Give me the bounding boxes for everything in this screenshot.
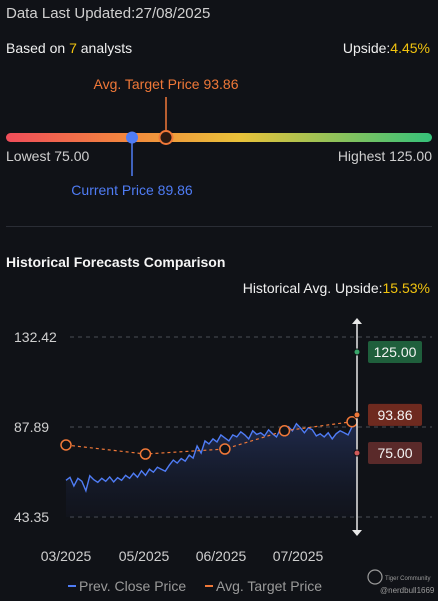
highest-label: Highest 125.00 <box>338 148 432 164</box>
crosshair-bottom-handle[interactable] <box>352 530 362 536</box>
end-marker-value: 93.86 <box>377 407 412 423</box>
end-marker-badge <box>368 340 422 363</box>
end-marker-dot <box>353 411 361 419</box>
analyst-count-text: Based on 7 analysts <box>6 40 132 56</box>
data-updated-text: Data Last Updated:27/08/2025 <box>6 5 210 22</box>
end-marker-value: 75.00 <box>377 445 412 461</box>
historical-upside-text: Historical Avg. Upside:15.53% <box>243 280 430 296</box>
target-point <box>139 448 152 460</box>
range-bar <box>6 133 432 142</box>
section-divider <box>6 226 432 227</box>
end-marker-dot <box>353 449 361 457</box>
x-tick-label: 07/2025 <box>273 548 324 564</box>
historical-forecast-chart: 132.42 87.89 43.35 03/2025 05/2025 06/2025 07/… <box>14 318 435 595</box>
upside-text: Upside:4.45% <box>343 40 430 56</box>
target-point <box>60 439 72 451</box>
upside-label: Upside: <box>342 40 391 56</box>
updated-label: Data Last Updated: <box>6 5 136 22</box>
end-marker-badge <box>368 442 422 465</box>
end-marker-badge <box>368 403 422 426</box>
target-point <box>278 425 291 437</box>
price-range-gauge: Avg. Target Price 93.86 Lowest 75.00 Hig… <box>6 76 432 198</box>
x-tick-label: 06/2025 <box>196 548 247 564</box>
end-marker-value: 125.00 <box>374 344 417 360</box>
watermark-user: @nerdbull1669 <box>380 586 435 595</box>
watermark-brand: Tiger Community <box>385 576 430 582</box>
analyst-count: 7 <box>69 40 77 56</box>
target-point <box>219 443 231 455</box>
prev-close-price-line <box>65 422 357 493</box>
x-tick-label: 03/2025 <box>41 548 92 564</box>
x-tick-label: 05/2025 <box>119 548 170 564</box>
target-point <box>346 415 358 428</box>
historical-title: Historical Forecasts Comparison <box>6 254 226 270</box>
avg-target-marker <box>158 130 174 145</box>
crosshair-top-handle[interactable] <box>352 318 362 324</box>
avg-target-label: Avg. Target Price 93.86 <box>93 76 238 92</box>
y-tick-label: 43.35 <box>14 509 49 525</box>
based-prefix: Based on <box>6 40 70 56</box>
updated-date: 27/08/2025 <box>135 5 211 22</box>
based-suffix: analysts <box>76 40 133 56</box>
historical-upside-label: Historical Avg. Upside: <box>242 280 383 296</box>
tiger-logo-icon <box>367 569 383 585</box>
legend-item[interactable]: Prev. Close Price <box>79 578 186 594</box>
historical-upside-value: 15.53% <box>382 280 430 296</box>
price-area-fill <box>66 423 356 517</box>
current-price-marker <box>126 131 138 144</box>
end-marker-dot <box>353 348 361 356</box>
y-tick-label: 132.42 <box>14 329 57 345</box>
upside-value: 4.45% <box>390 40 430 56</box>
tiger-community-watermark: Tiger Community @nerdbull1669 <box>367 569 435 595</box>
y-tick-label: 87.89 <box>14 419 49 435</box>
lowest-label: Lowest 75.00 <box>6 148 89 164</box>
current-price-label: Current Price 89.86 <box>71 182 193 198</box>
legend-item[interactable]: Avg. Target Price <box>216 578 322 594</box>
